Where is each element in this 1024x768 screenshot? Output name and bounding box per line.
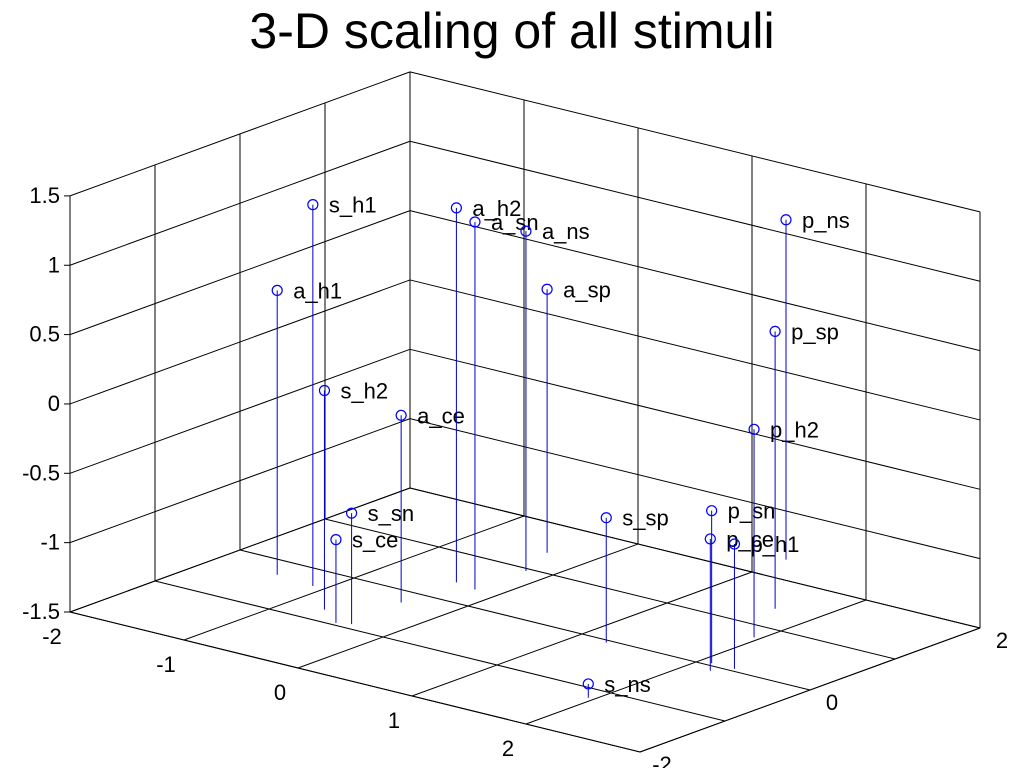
- grid-line: [324, 518, 896, 660]
- data-point: s_sp: [600, 506, 669, 643]
- data-marker: [318, 384, 331, 397]
- data-point: p_h1: [728, 532, 799, 669]
- data-marker: [704, 533, 716, 545]
- z-tick-label: 1.5: [29, 183, 60, 208]
- data-stems: s_h1 a_h1 s_h2 a_ce s_sns_ce a_h2a_sn a_ns a_sp…: [271, 193, 850, 698]
- x-tick-label: -2: [42, 624, 62, 649]
- z-tick-label: -0.5: [22, 460, 60, 485]
- y-tick-label: 2: [996, 628, 1008, 653]
- grid-line: [69, 279, 411, 405]
- grid: [69, 71, 981, 753]
- z-tick-label: -1.5: [22, 599, 60, 624]
- grid-line: [69, 611, 641, 753]
- data-label: a_h2: [472, 196, 521, 221]
- y-axis-ticks: -2 0 2: [652, 628, 1008, 768]
- data-marker: [520, 225, 532, 237]
- data-label: s_ns: [604, 672, 650, 697]
- chart-title: 3-D scaling of all stimuli: [249, 3, 775, 59]
- data-marker: [469, 216, 481, 228]
- data-point: p_sp: [769, 319, 839, 609]
- data-marker: [307, 199, 319, 211]
- data-label: a_sp: [563, 277, 611, 302]
- data-point: s_h2: [318, 379, 388, 610]
- grid-line: [69, 210, 411, 336]
- data-marker: [780, 214, 792, 226]
- grid-line: [409, 418, 981, 560]
- data-marker: [541, 283, 553, 295]
- data-label: s_h2: [340, 379, 388, 404]
- x-tick-label: 2: [502, 736, 514, 761]
- data-marker: [450, 202, 462, 214]
- data-point: s_ns: [582, 672, 651, 698]
- data-label: p_sn: [728, 499, 776, 524]
- x-tick-label: 1: [388, 708, 400, 733]
- x-tick-label: -1: [156, 652, 176, 677]
- z-tick-label: -1: [40, 530, 60, 555]
- z-tick-label: 0: [48, 391, 60, 416]
- z-axis-ticks: -1.5 -1 -0.5 0 0.5 1 1.5: [22, 183, 70, 624]
- data-point: a_h2: [450, 196, 521, 583]
- data-point: a_h1: [271, 278, 342, 575]
- grid-line: [154, 580, 726, 722]
- grid-line: [239, 549, 811, 691]
- data-label: a_ns: [542, 219, 590, 244]
- data-point: a_ce: [395, 403, 465, 603]
- x-axis-ticks: -2 -1 0 1 2 3: [42, 624, 628, 768]
- data-label: a_h1: [293, 278, 342, 303]
- data-marker: [728, 538, 741, 550]
- data-marker: [395, 409, 407, 421]
- z-tick-label: 1: [48, 252, 60, 277]
- data-point: p_h2: [748, 417, 819, 638]
- y-tick-label: -2: [652, 752, 672, 768]
- data-label: a_ce: [417, 403, 465, 428]
- data-point: p_sn: [706, 499, 776, 664]
- data-marker: [748, 423, 760, 435]
- data-marker: [346, 507, 358, 519]
- z-tick-label: 0.5: [29, 322, 60, 347]
- data-point: s_ce: [330, 528, 398, 623]
- data-point: a_ns: [520, 219, 590, 571]
- data-point: a_sn: [469, 210, 539, 590]
- grid-line: [409, 71, 981, 213]
- data-label: p_sp: [791, 319, 839, 344]
- grid-line: [409, 140, 981, 282]
- data-point: p_ns: [780, 208, 850, 560]
- data-point: a_sp: [541, 277, 611, 553]
- y-tick-label: 0: [826, 690, 838, 715]
- data-point: s_sn: [346, 501, 414, 625]
- axes-box: [69, 195, 981, 753]
- data-label: p_ns: [802, 208, 850, 233]
- x-tick-label: 0: [274, 680, 286, 705]
- data-label: s_h1: [329, 193, 377, 218]
- data-label: s_ce: [352, 528, 398, 553]
- data-label: s_sp: [622, 506, 668, 531]
- grid-line: [69, 71, 411, 197]
- data-marker: [600, 512, 612, 524]
- grid-line: [69, 418, 411, 544]
- grid-line: [69, 140, 411, 266]
- grid-line: [409, 487, 981, 629]
- grid-line: [69, 348, 411, 474]
- data-label: p_h2: [770, 417, 819, 442]
- data-marker: [706, 505, 718, 517]
- data-marker: [582, 678, 594, 690]
- data-marker: [330, 534, 342, 546]
- data-point: s_h1: [307, 193, 377, 587]
- grid-line: [409, 348, 981, 490]
- data-marker: [271, 284, 283, 296]
- grid-line: [409, 279, 981, 421]
- data-label: s_sn: [368, 501, 414, 526]
- x-tick-label: 3: [616, 764, 628, 768]
- data-marker: [769, 325, 781, 337]
- grid-line: [409, 210, 981, 352]
